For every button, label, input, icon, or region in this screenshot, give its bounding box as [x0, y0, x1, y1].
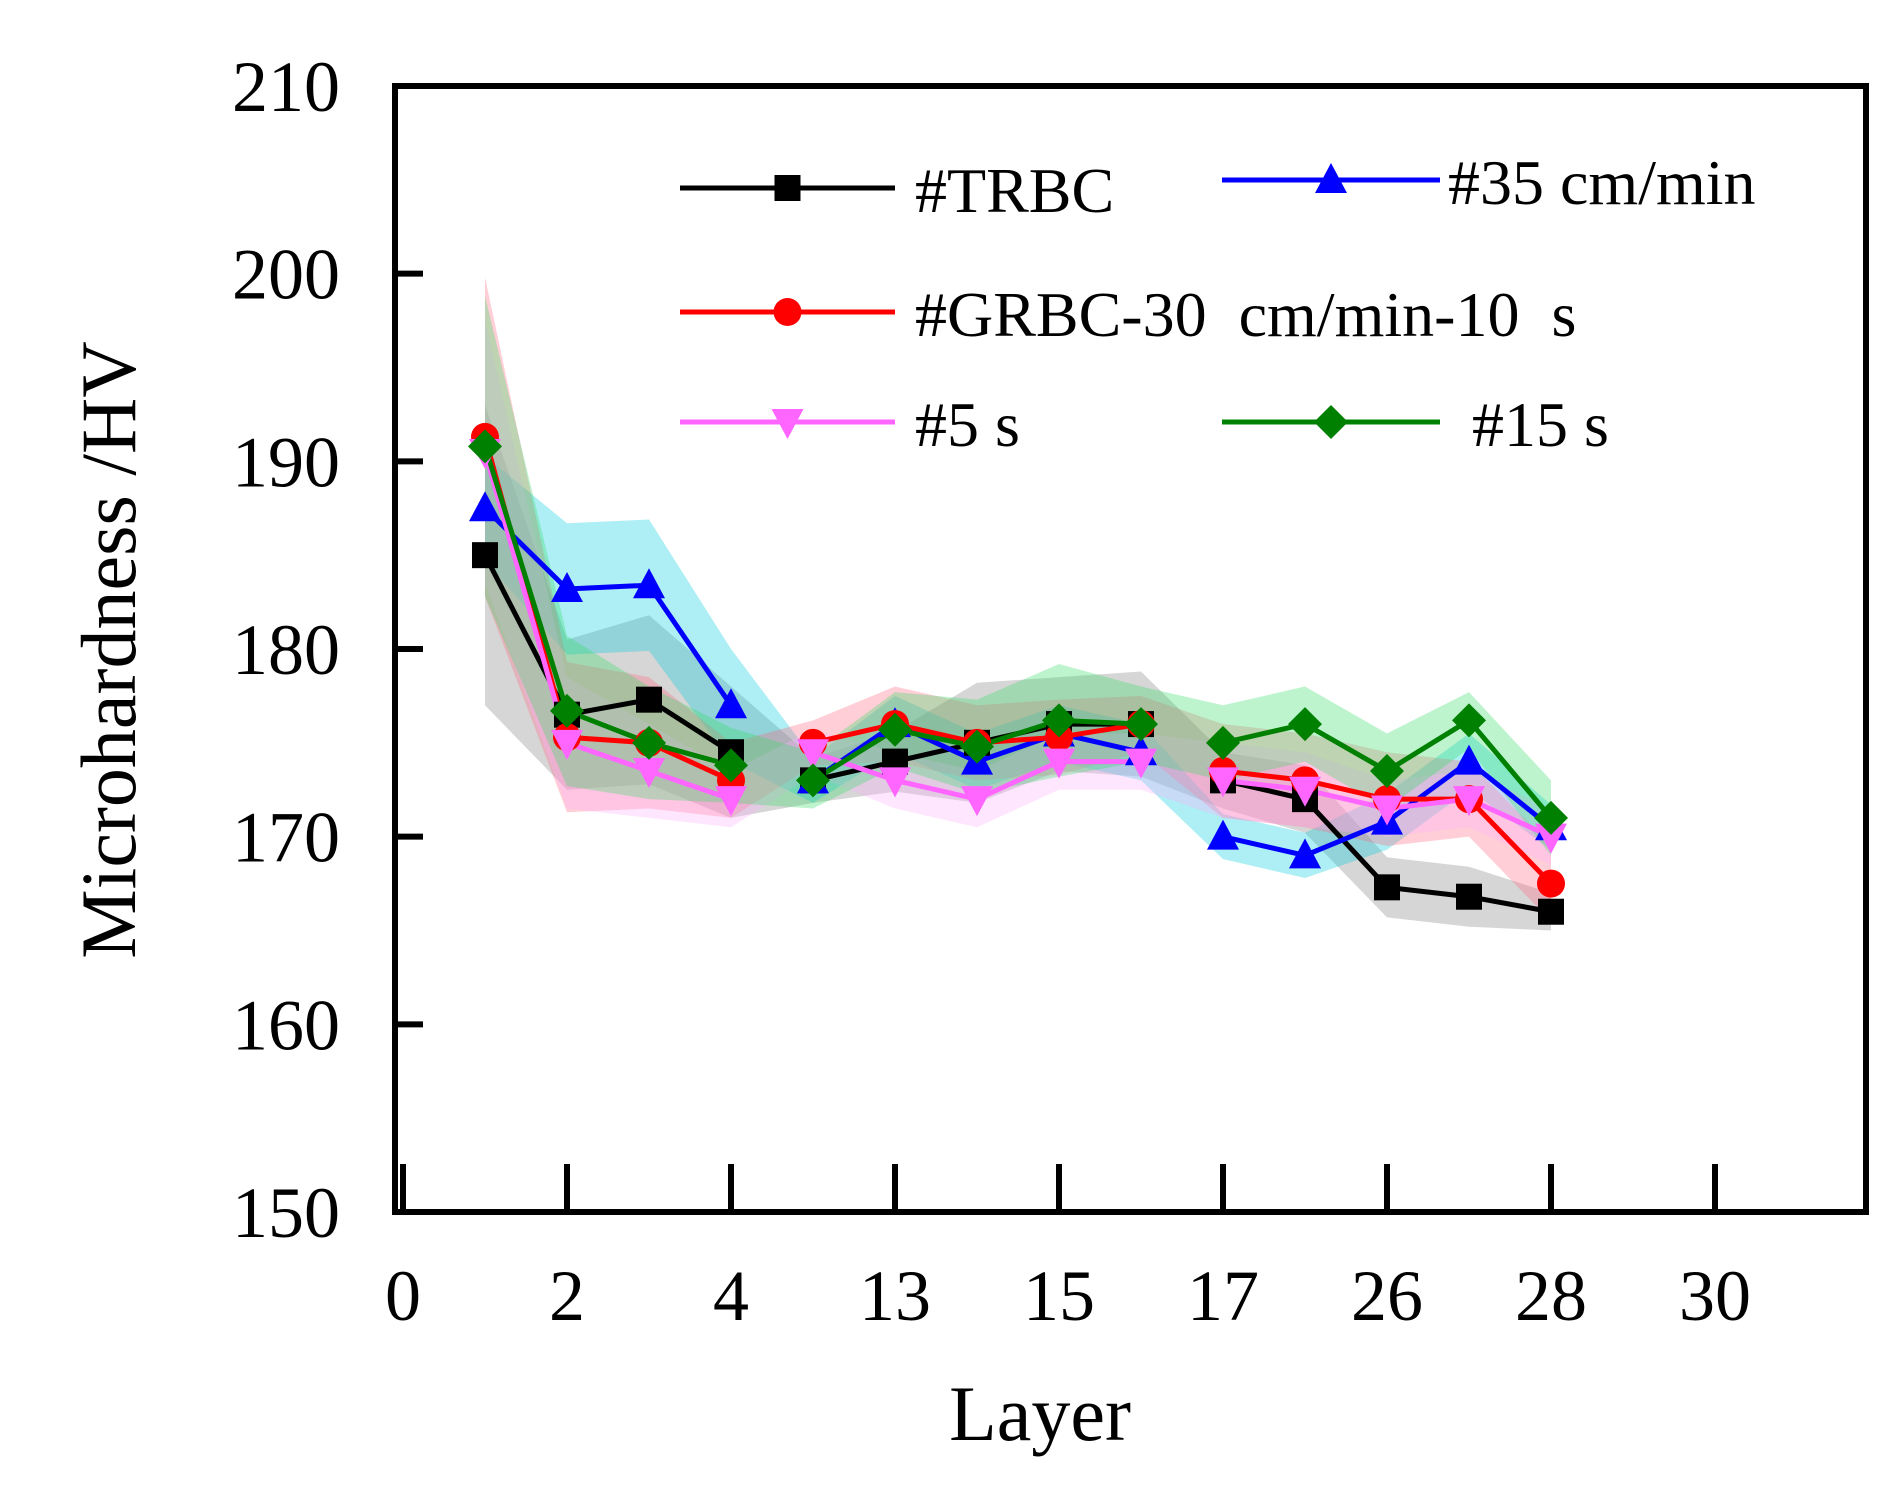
y-tick-label: 160 — [232, 985, 340, 1065]
series-line-5-segment-1 — [482, 445, 732, 768]
data-point — [714, 748, 748, 783]
data-point — [1206, 725, 1240, 760]
data-point — [636, 686, 662, 713]
data-point — [469, 491, 501, 522]
data-point — [1207, 767, 1239, 798]
data-point — [551, 571, 583, 602]
legend-label: #TRBC — [915, 155, 1114, 226]
data-point — [1538, 898, 1564, 925]
series-markers — [468, 422, 1568, 925]
data-point — [1535, 823, 1567, 854]
data-point — [1453, 786, 1485, 817]
legend-marker — [774, 175, 801, 201]
data-point — [1207, 819, 1239, 850]
data-point — [1453, 744, 1485, 775]
error-band-1 — [485, 405, 1551, 931]
data-point — [1534, 800, 1568, 835]
data-point — [551, 729, 583, 760]
data-point — [1374, 874, 1400, 901]
data-point — [1370, 753, 1404, 788]
x-tick-label: 26 — [1351, 1256, 1423, 1336]
error-band-4 — [485, 320, 1551, 865]
data-point — [796, 763, 830, 798]
data-point — [633, 757, 665, 788]
legend-label: #35 cm/min — [1448, 147, 1756, 218]
x-tick-label: 17 — [1187, 1256, 1259, 1336]
data-point — [715, 786, 747, 817]
legend-marker — [1314, 405, 1348, 439]
data-point — [961, 786, 993, 817]
data-point — [960, 729, 994, 764]
series-line-2-segment-1 — [483, 506, 734, 707]
y-tick-label: 180 — [232, 610, 340, 690]
legend: #TRBC #35 cm/min #GRBC-30 cm/min-10 s #5 s #… — [680, 147, 1756, 460]
data-point — [1125, 748, 1157, 779]
data-point — [468, 429, 502, 464]
x-tick-label: 15 — [1023, 1256, 1095, 1336]
legend-label: #5 s — [915, 389, 1020, 460]
legend-label: #15 s — [1472, 389, 1609, 460]
error-band-5 — [485, 296, 1551, 856]
y-tick-label: 190 — [232, 422, 340, 502]
y-tick-label: 210 — [232, 47, 340, 127]
data-point — [879, 767, 911, 798]
x-tick-label: 0 — [385, 1256, 421, 1336]
data-point — [1288, 707, 1322, 742]
data-point — [1452, 703, 1486, 738]
data-point — [878, 712, 912, 747]
y-tick-label: 150 — [232, 1173, 340, 1253]
data-point — [1371, 795, 1403, 826]
error-band-2 — [485, 455, 1551, 878]
error-bands — [485, 277, 1551, 931]
data-point — [1043, 748, 1075, 779]
y-axis-title: Microhardness /HV — [65, 341, 152, 958]
x-tick-label: 28 — [1515, 1256, 1587, 1336]
legend-marker — [771, 409, 804, 439]
data-point — [797, 739, 829, 770]
x-tick-label: 2 — [549, 1256, 585, 1336]
x-tick-label: 30 — [1679, 1256, 1751, 1336]
data-point — [1042, 703, 1076, 738]
data-point — [632, 725, 666, 760]
data-point — [1289, 776, 1321, 807]
y-axis-ticks: 150 160 170 180 190 200 210 — [232, 47, 423, 1253]
data-point — [472, 542, 498, 569]
data-point — [633, 568, 665, 599]
data-point — [1124, 707, 1158, 742]
legend-marker — [1315, 163, 1347, 193]
error-band-3 — [485, 277, 1551, 922]
data-point — [1456, 883, 1482, 910]
data-point — [550, 693, 584, 728]
legend-marker — [773, 298, 802, 326]
series-line-1-segment-1 — [482, 554, 733, 755]
legend-label: #GRBC-30 cm/min-10 s — [915, 279, 1576, 350]
x-axis-ticks: 0 2 4 13 15 17 26 28 30 — [385, 1164, 1751, 1336]
y-tick-label: 200 — [232, 235, 340, 315]
series-line-4-segment-1 — [482, 451, 732, 802]
data-point — [1289, 838, 1321, 869]
x-tick-label: 4 — [713, 1256, 749, 1336]
y-tick-label: 170 — [232, 798, 340, 878]
x-axis-title: Layer — [949, 1370, 1131, 1457]
data-point — [1537, 869, 1565, 898]
x-tick-label: 13 — [859, 1256, 931, 1336]
data-point — [715, 688, 747, 719]
